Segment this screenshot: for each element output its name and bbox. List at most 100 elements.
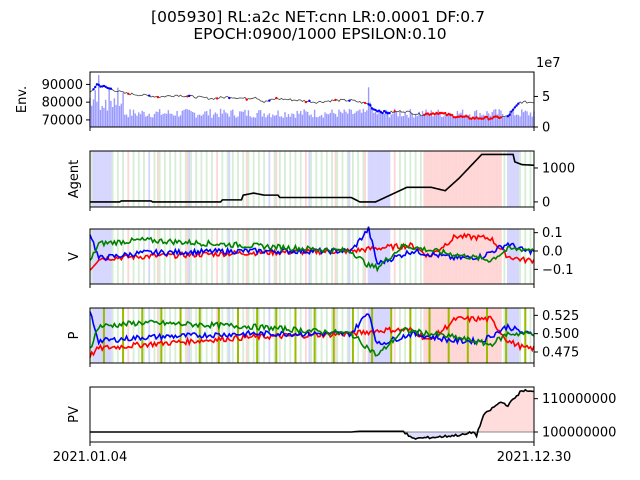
volume-bar [381, 113, 384, 127]
V-bg-band [399, 229, 401, 284]
trade-marker [393, 110, 396, 113]
V-bg-band [449, 229, 452, 284]
volume-bar [117, 87, 119, 127]
pv-panel: 110000000 100000000 PV [67, 386, 616, 446]
trade-marker [485, 115, 489, 119]
agent-bg-band [362, 151, 365, 207]
volume-bar [275, 115, 278, 127]
V-bg-band [103, 229, 105, 284]
P-bg-band [472, 308, 474, 363]
V-bg-band [273, 229, 276, 284]
volume-bar [343, 109, 345, 127]
volume-bar [494, 109, 497, 127]
V-bg-band [186, 229, 189, 284]
volume-bar [524, 110, 526, 127]
v-sell-line [89, 226, 535, 265]
agent-bg-band [432, 151, 434, 207]
volume-bar [197, 114, 199, 127]
volume-bar [378, 110, 380, 127]
volume-bar [171, 113, 173, 127]
volume-bar [293, 114, 295, 127]
P-bg-band [475, 308, 478, 363]
agent-bg-band [385, 151, 387, 207]
agent-bg-band [109, 151, 112, 207]
V-bg-band [414, 229, 417, 284]
agent-bg-band [479, 151, 481, 207]
volume-bar [306, 111, 309, 127]
env-ytick-label: 70000 [42, 113, 83, 128]
V-bg-band [247, 229, 250, 284]
volume-bar [319, 116, 321, 127]
V-bg-band [334, 229, 337, 284]
agent-bg-band [414, 151, 417, 207]
volume-bar [472, 116, 474, 127]
V-bg-band [268, 229, 271, 284]
p-sell-line [89, 311, 535, 346]
P-bg-band [186, 308, 189, 363]
agent-bg-band [409, 151, 412, 207]
agent-bg-band [468, 151, 471, 207]
volume-bar [214, 112, 217, 127]
V-bg-band [404, 229, 407, 284]
volume-bar [441, 117, 443, 127]
volume-bar [132, 109, 135, 127]
volume-bar [212, 114, 215, 127]
volume-bar [192, 111, 194, 127]
V-bg-band [104, 229, 107, 284]
agent-bg-band [506, 151, 509, 207]
volume-bar [256, 112, 258, 127]
trade-marker [437, 112, 440, 116]
volume-bar [439, 112, 441, 127]
volume-bar [352, 114, 354, 127]
agent-bg-band [393, 151, 396, 207]
agent-bg-band [184, 151, 187, 207]
agent-bg-band [278, 151, 281, 207]
volume-bar [364, 112, 366, 127]
trade-marker [377, 109, 381, 112]
volume-bar [385, 109, 387, 127]
volume-bar [331, 109, 333, 127]
volume-bar [461, 109, 464, 127]
trade-marker [369, 104, 372, 107]
P-bg-band [336, 308, 339, 363]
P-bg-band [494, 308, 497, 363]
trade-marker [435, 111, 438, 115]
V-bg-band [456, 229, 459, 284]
volume-bar [346, 113, 349, 127]
trade-marker [426, 112, 429, 115]
agent-bg-band [477, 151, 480, 207]
V-bg-band [109, 229, 112, 284]
trade-marker [334, 98, 337, 102]
volume-bar [421, 111, 424, 127]
V-bg-band [331, 229, 333, 284]
volume-bar [188, 109, 190, 127]
agent-bg-band [399, 151, 401, 207]
V-bg-band [242, 229, 245, 284]
V-bg-band [493, 229, 495, 284]
agent-bg-band [425, 151, 427, 207]
volume-bar [242, 111, 244, 127]
V-bg-band [500, 229, 502, 284]
volume-bar [460, 112, 462, 127]
agent-bg-band [334, 151, 337, 207]
P-bg-band [440, 308, 443, 363]
volume-bar [115, 104, 117, 127]
volume-bar [263, 113, 265, 127]
V-bg-band [524, 229, 527, 284]
volume-bar [519, 116, 521, 127]
volume-bar [416, 116, 419, 127]
volume-bar [388, 117, 391, 127]
volume-bar [211, 117, 213, 127]
agent-bg-band [252, 151, 255, 207]
volume-bar [268, 113, 271, 127]
volume-bar [409, 109, 412, 127]
V-bg-band [284, 229, 286, 284]
volume-bar [92, 99, 95, 127]
agent-bg-band [132, 151, 135, 207]
volume-bar [162, 113, 164, 127]
V-bg-band [515, 229, 518, 284]
P-bg-band [508, 308, 511, 363]
volume-bar [348, 108, 351, 127]
V-bg-band [275, 229, 278, 284]
p-hold-line [89, 319, 535, 357]
